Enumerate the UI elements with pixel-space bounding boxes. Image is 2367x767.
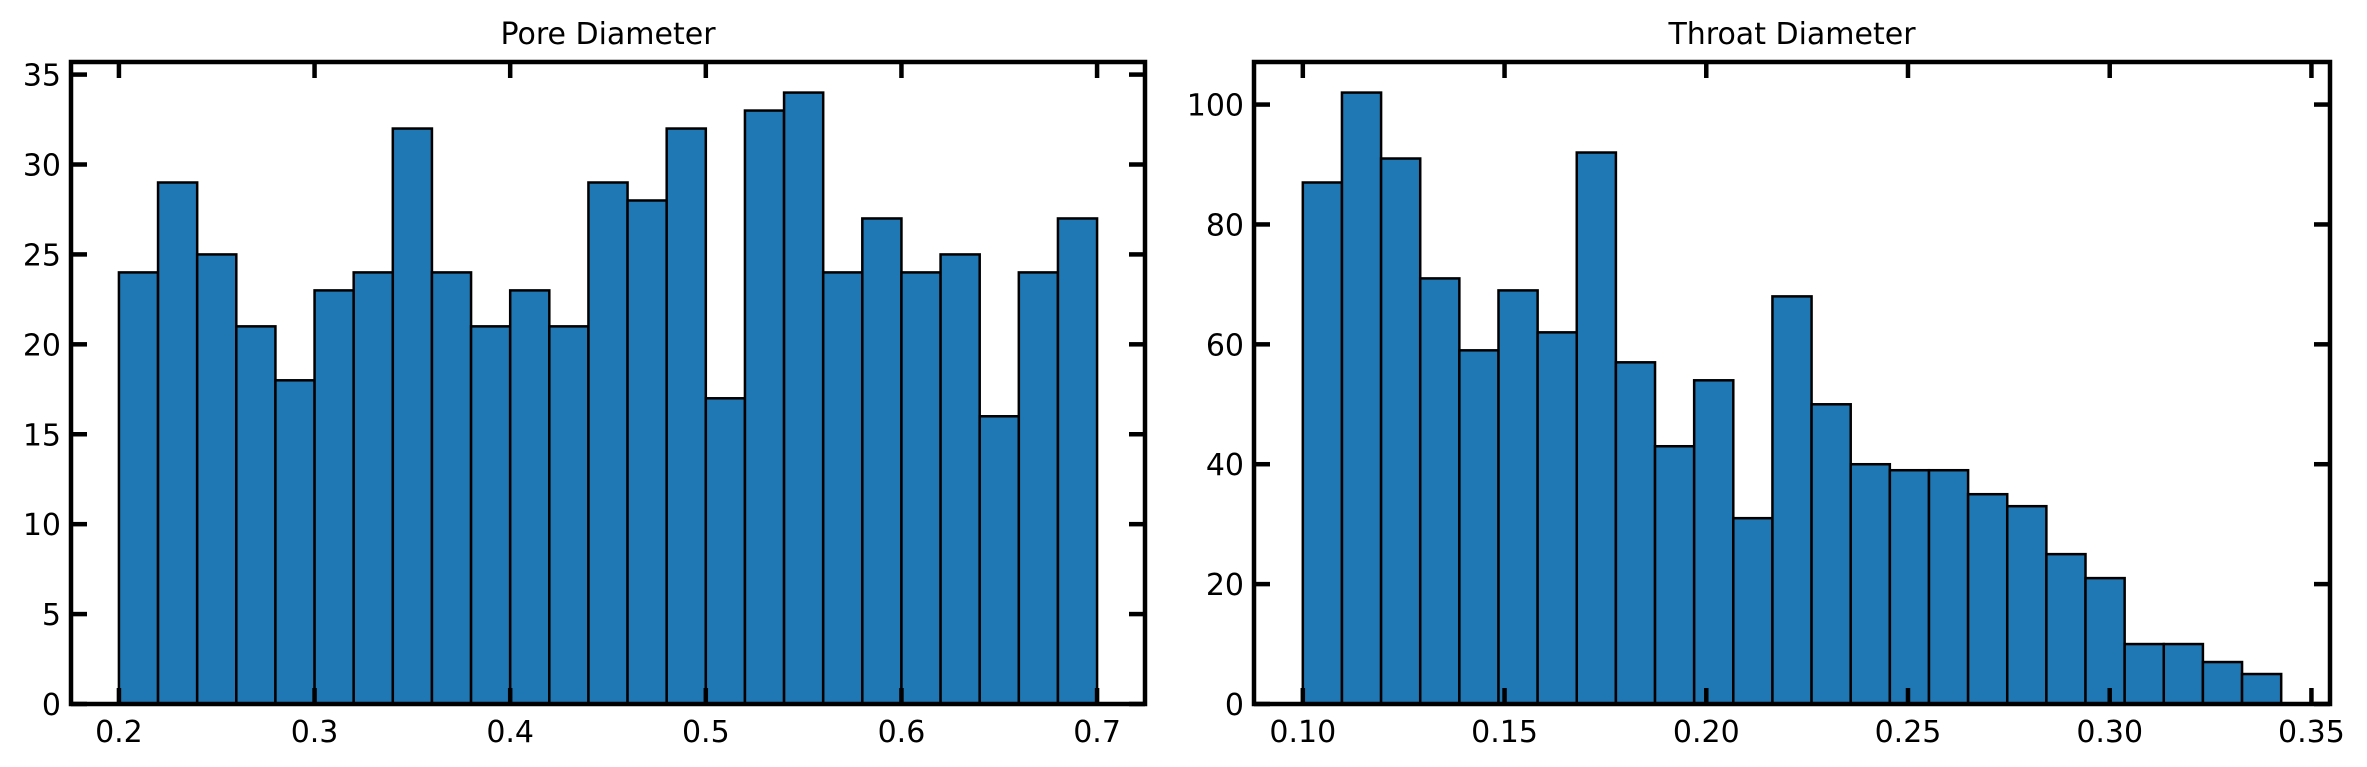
y-tick-label: 15 [23,418,61,453]
y-tick-label: 20 [1206,568,1244,603]
histogram-bar [156,181,199,706]
histogram-bar [1927,468,1970,706]
y-tick-label: 35 [23,59,61,94]
histogram-bar [195,253,238,706]
y-tick-label: 0 [1225,688,1244,723]
histogram-bar [1418,277,1461,706]
y-tick-label: 20 [23,328,61,363]
x-tick-label: 0.3 [291,715,339,750]
x-tick-label: 0.10 [1269,715,1336,750]
histogram-bar [743,109,786,706]
throat-diameter-panel: Throat Diameter 0.10 0.15 0.20 0.25 0.30 0.35… [1187,17,2345,750]
axes-frame [68,59,1148,707]
histogram-bar [704,397,747,706]
histogram-bar [1379,157,1422,706]
histogram-bar [1888,468,1931,706]
histogram-bar [313,289,355,706]
histogram-bar [1340,91,1383,706]
histogram-bar [1653,444,1696,706]
pore-diameter-panel: Pore Diameter 0.2 0.3 0.4 0.5 0.6 0.7 0 5 10 15 20… [23,17,1148,750]
histogram-bar [1614,361,1657,706]
histogram-bar [469,325,512,706]
histogram-bar [1497,289,1539,706]
x-tick-label: 0.2 [95,715,143,750]
histogram-bar [861,217,903,706]
x-tick-label: 0.30 [2076,715,2143,750]
x-tick-label: 0.25 [1875,715,1942,750]
histogram-bar [2162,642,2205,706]
y-tick-label: 10 [23,508,61,543]
histogram-bar [2084,576,2126,706]
histogram-bar [2123,642,2166,706]
histogram-bar [235,325,277,706]
histogram-bar [782,91,825,706]
histogram-bar [939,253,981,706]
histogram-bar [665,127,708,706]
chart-title: Pore Diameter [500,17,716,52]
histogram-bar [900,271,942,706]
x-tick-label: 0.15 [1471,715,1538,750]
y-tick-label: 80 [1206,208,1244,243]
histogram-bar [1458,349,1500,706]
histogram-bar [352,271,395,706]
histogram-bar [1301,181,1344,706]
histogram-bar [587,181,629,706]
y-tick-label: 25 [23,238,61,273]
histogram-bar [117,271,160,706]
histogram-bar [391,127,434,706]
histogram-bar [508,289,551,706]
x-tick-label: 0.6 [878,715,926,750]
y-tick-label: 100 [1187,89,1244,124]
histogram-bar [2240,672,2283,706]
x-tick-label: 0.35 [2278,715,2345,750]
x-tick-label: 0.7 [1073,715,1121,750]
axes-frame [1251,59,2333,707]
histogram-bar [2005,504,2048,706]
histogram-bar [821,271,864,706]
histogram-bar [1575,151,1618,706]
x-tick-label: 0.4 [486,715,534,750]
histogram-bar [626,199,668,706]
histogram-bar [1732,516,1774,706]
y-tick-label: 40 [1206,448,1244,483]
histogram-bar [1810,403,1852,706]
y-tick-label: 0 [42,688,61,723]
histogram-bar [1849,462,1892,706]
y-tick-label: 30 [23,149,61,184]
histogram-bar [1017,271,1060,706]
y-tick-label: 60 [1206,328,1244,363]
histogram-bar [2045,552,2087,706]
x-tick-label: 0.5 [682,715,730,750]
histogram-bar [978,415,1021,706]
histogram-bar [430,271,473,706]
histogram-bar [1056,217,1099,706]
y-tick-label: 5 [42,598,61,633]
chart-title: Throat Diameter [1667,17,1916,52]
histogram-bar [548,325,590,706]
histogram-bar [1692,379,1735,706]
histogram-bar [1536,331,1579,706]
histogram-bar [2201,660,2244,706]
x-tick-label: 0.20 [1673,715,1740,750]
histogram-bar [1771,295,1813,706]
histogram-bar [1966,492,2009,706]
histogram-bar [274,379,316,706]
